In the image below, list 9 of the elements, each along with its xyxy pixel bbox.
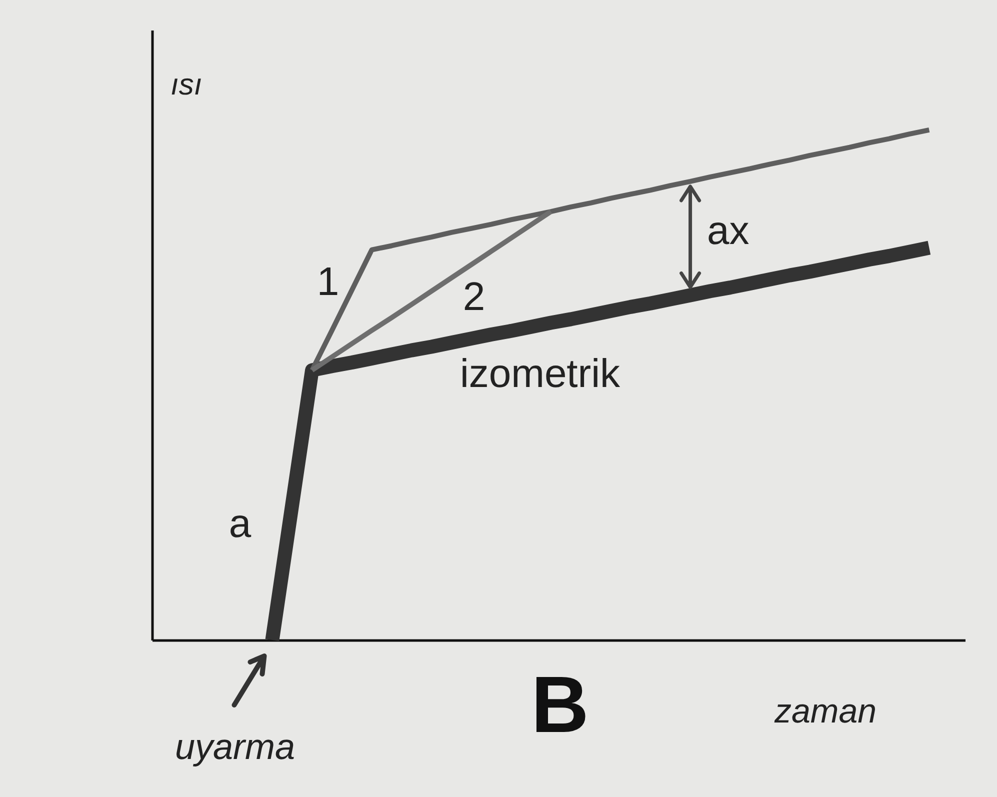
annotation: izometrik — [460, 352, 622, 396]
annotation: a — [228, 502, 252, 546]
x-axis-title: zaman — [773, 692, 877, 730]
annotation: 1 — [316, 260, 340, 304]
text: uyarma — [174, 726, 296, 767]
text: B — [531, 660, 589, 749]
annotation: ax — [707, 209, 750, 253]
annotation: 2 — [462, 275, 486, 319]
y-axis-title: ısı — [170, 68, 202, 102]
